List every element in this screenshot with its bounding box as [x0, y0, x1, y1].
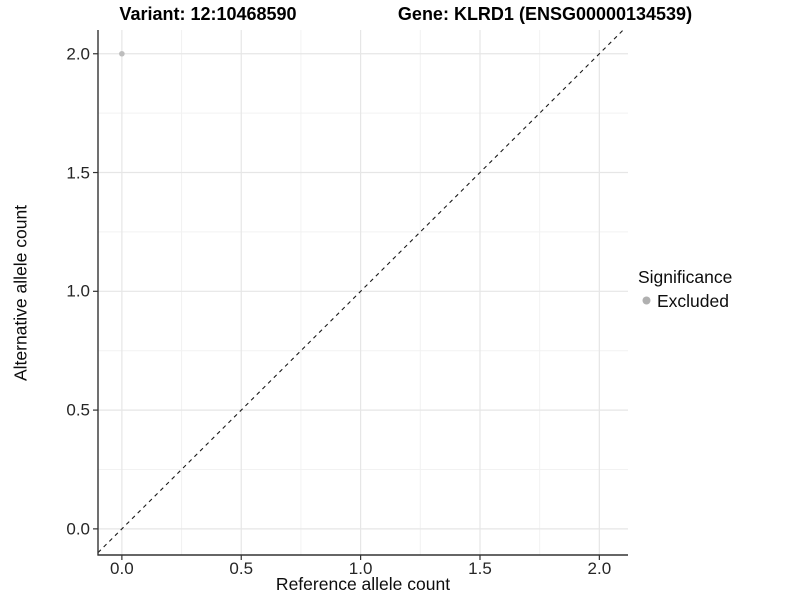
x-tick-label: 1.5 — [468, 559, 492, 578]
y-tick-label: 1.5 — [66, 163, 90, 183]
gene-title: Gene: KLRD1 (ENSG00000134539) — [397, 4, 693, 24]
y-tick-label: 0.5 — [66, 400, 90, 420]
data-point-excluded — [119, 50, 125, 57]
legend-item-excluded: Excluded — [657, 291, 729, 311]
variant-title: Variant: 12:10468590 — [119, 4, 297, 24]
y-axis-title: Alternative allele count — [10, 204, 31, 382]
legend-key-dot-excluded — [642, 296, 651, 305]
identity-reference-line — [97, 29, 624, 554]
y-tick-label: 0.0 — [66, 519, 90, 539]
y-tick-label: 2.0 — [66, 44, 90, 64]
x-tick-label: 1.0 — [348, 559, 373, 578]
x-tick-label: 0.0 — [110, 559, 134, 578]
x-tick-label: 2.0 — [587, 559, 612, 578]
x-axis-title: Reference allele count — [275, 574, 451, 594]
y-tick-label: 1.0 — [66, 281, 90, 301]
x-tick-label: 0.5 — [229, 559, 254, 578]
legend-title: Significance — [638, 267, 733, 287]
